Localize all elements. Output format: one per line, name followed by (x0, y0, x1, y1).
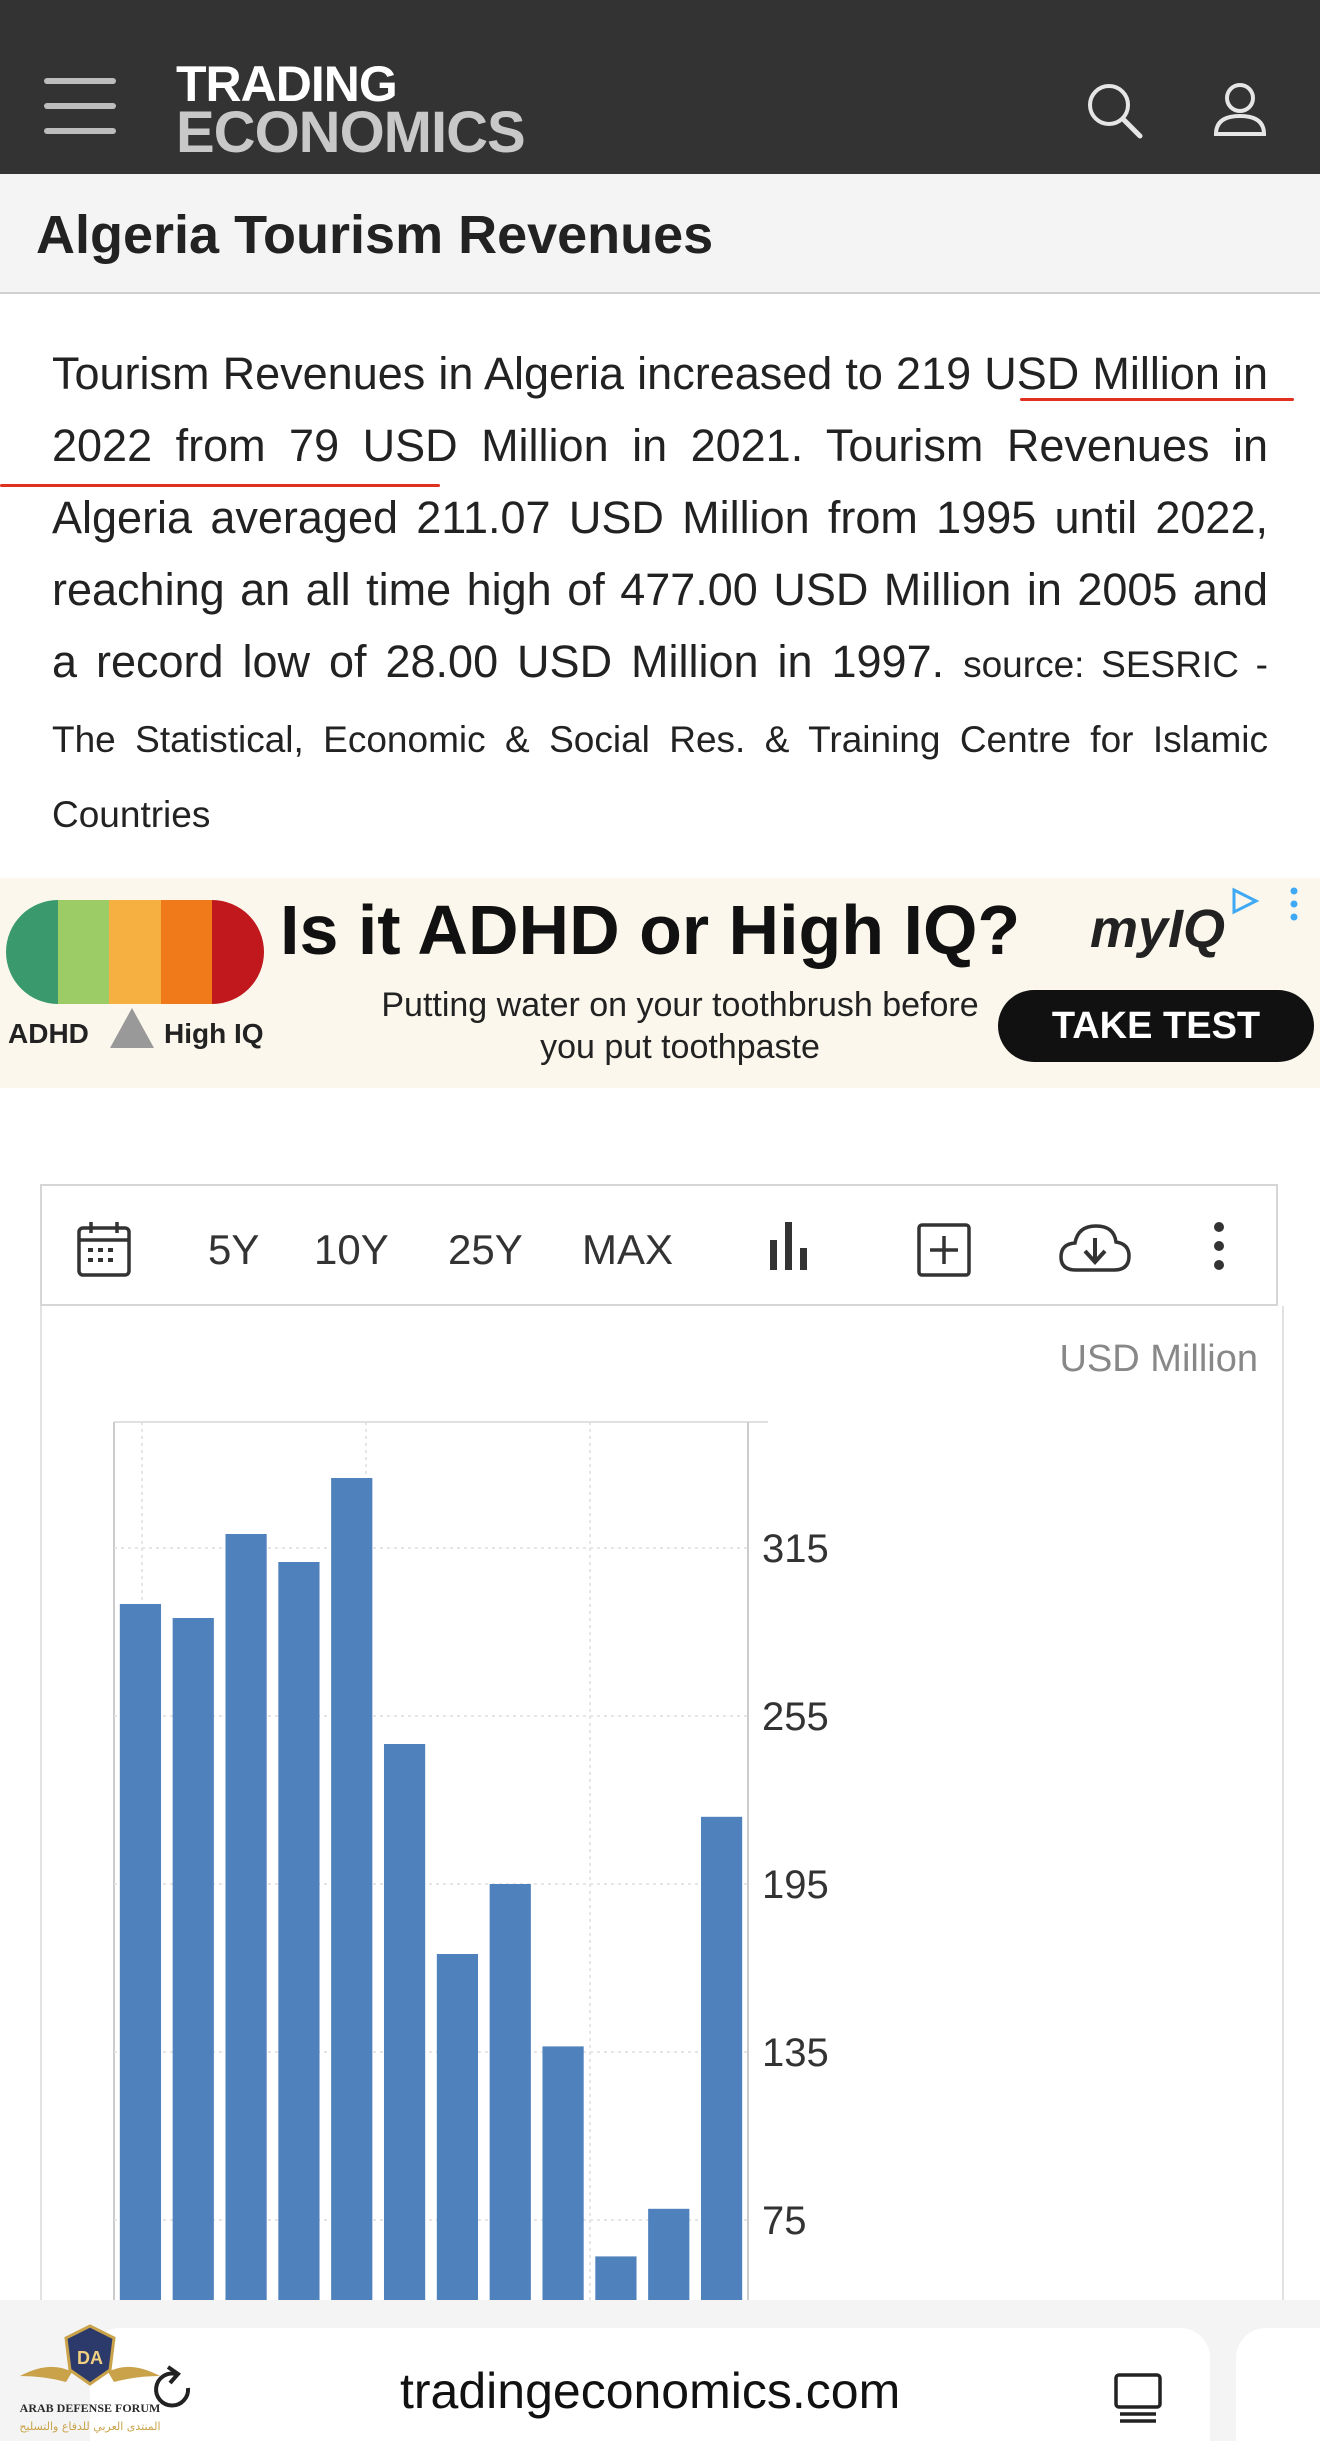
ad-options-icon[interactable] (1290, 886, 1298, 922)
svg-text:DA: DA (77, 2348, 103, 2368)
chart-bar[interactable] (225, 1534, 267, 2304)
chart-bar[interactable] (278, 1562, 320, 2304)
address-bar[interactable] (90, 2328, 1210, 2441)
ad-brand: myIQ (1090, 899, 1226, 959)
search-icon[interactable] (1084, 80, 1144, 140)
ad-scale-left-label: ADHD (8, 1018, 89, 1049)
logo-line2: ECONOMICS (176, 100, 526, 165)
bar-chart-icon[interactable] (766, 1218, 812, 1272)
chart-bar[interactable] (331, 1478, 373, 2304)
hamburger-icon[interactable] (44, 78, 116, 134)
url-text[interactable]: tradingeconomics.com (400, 2363, 901, 2419)
calendar-icon[interactable] (76, 1220, 132, 1278)
y-tick-label: 195 (762, 1863, 829, 1907)
description: Tourism Revenues in Algeria increased to… (52, 338, 1268, 851)
range-10y-button[interactable]: 10Y (314, 1226, 389, 1273)
chart-toolbar: 5Y 10Y 25Y MAX (40, 1184, 1278, 1306)
chart-bar[interactable] (542, 2046, 584, 2304)
y-tick-label: 75 (762, 2199, 807, 2243)
add-box-icon[interactable] (916, 1222, 972, 1278)
range-max-button[interactable]: MAX (582, 1226, 674, 1273)
y-axis-unit-label: USD Million (1059, 1338, 1258, 1380)
y-tick-label: 135 (762, 2031, 829, 2075)
chart-bar[interactable] (489, 1884, 531, 2304)
source-text: source: SESRIC - The Statistical, Econom… (52, 644, 1268, 835)
top-navigation-bar: TRADING ECONOMICS (0, 0, 1320, 174)
chart-bar[interactable] (595, 2256, 637, 2304)
arab-defense-forum-watermark: DA ARAB DEFENSE FORUM المنتدى العربي للد… (19, 2324, 161, 2433)
logo-line1: TRADING (176, 56, 398, 112)
take-test-button[interactable]: TAKE TEST (998, 990, 1314, 1062)
watermark-line2: المنتدى العربي للدفاع والتسليح (19, 2420, 160, 2433)
y-tick-label: 255 (762, 1695, 829, 1739)
chart-bar[interactable] (172, 1618, 214, 2304)
watermark-line1: ARAB DEFENSE FORUM (20, 2401, 161, 2415)
chart-bar[interactable] (648, 2208, 690, 2304)
chart-bar[interactable] (119, 1604, 162, 2304)
chart-bar[interactable] (436, 1954, 479, 2304)
page-title: Algeria Tourism Revenues (36, 205, 714, 265)
bar-chart: 315 255 195 135 75 (113, 1421, 829, 2304)
range-25y-button[interactable]: 25Y (448, 1226, 523, 1273)
range-5y-button[interactable]: 5Y (208, 1226, 260, 1273)
tab-overview-pill[interactable] (1236, 2328, 1320, 2441)
red-annotation-underline (1020, 398, 1294, 401)
chart-bar[interactable] (383, 1744, 426, 2304)
reload-icon[interactable] (148, 2364, 198, 2418)
ad-scale-right-label: High IQ (164, 1018, 264, 1049)
user-icon[interactable] (1210, 80, 1270, 140)
red-annotation-underline-2 (0, 484, 440, 487)
scale-pointer-icon (110, 1008, 154, 1048)
chart-area: USD Million 315 255 195 135 75 (40, 1306, 1284, 2306)
ad-subtitle: Putting water on your toothbrush before … (381, 986, 979, 1066)
y-tick-label: 315 (762, 1527, 829, 1571)
trading-economics-logo[interactable]: TRADING ECONOMICS (176, 56, 526, 165)
description-text: Tourism Revenues in Algeria increased to… (52, 348, 1268, 687)
iq-color-scale (6, 900, 264, 1004)
ad-title[interactable]: Is it ADHD or High IQ? (280, 891, 1021, 969)
ad-choices-icon[interactable] (1228, 886, 1262, 916)
more-vertical-icon[interactable] (1212, 1220, 1226, 1272)
title-bar: Algeria Tourism Revenues (0, 174, 1320, 294)
reader-icon[interactable] (1112, 2372, 1164, 2424)
chart-bar[interactable] (700, 1816, 743, 2304)
cloud-download-icon[interactable] (1058, 1222, 1132, 1276)
